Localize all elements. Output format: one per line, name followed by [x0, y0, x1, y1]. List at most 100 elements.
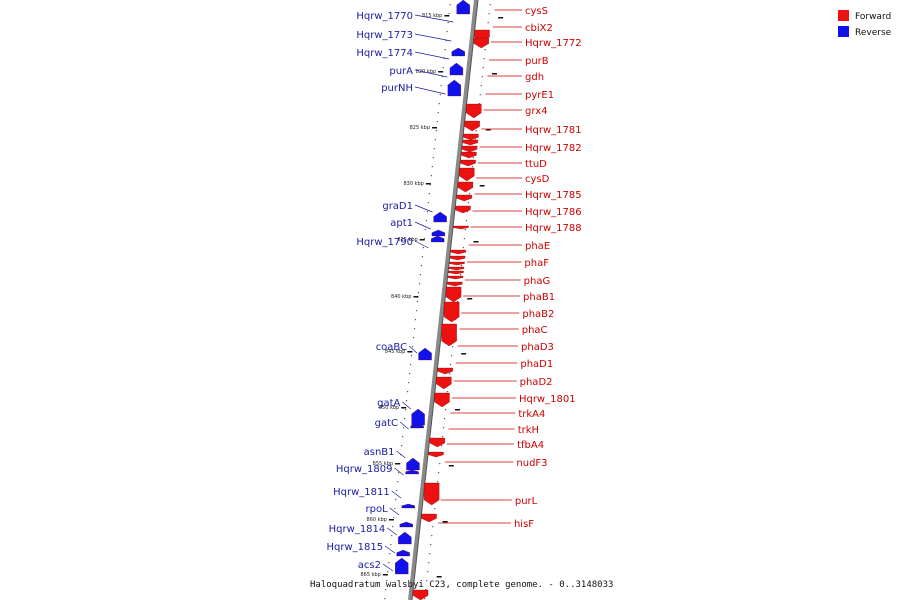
- gene-label-forward: phaG: [524, 276, 551, 287]
- gene-label-forward: Hqrw_1801: [519, 394, 576, 405]
- gene-glyph: [453, 225, 469, 230]
- gene-label-forward: grx4: [525, 106, 547, 117]
- gene-label-forward: hisF: [514, 519, 534, 530]
- gene-glyph: [429, 437, 445, 448]
- tick-label: 855 kbp: [373, 461, 393, 467]
- gene-label-forward: purL: [515, 496, 538, 507]
- gene-glyph: [461, 151, 477, 159]
- tick-label: 825 kbp: [410, 125, 430, 131]
- gene-glyph: [449, 255, 466, 261]
- gene-glyph: [473, 37, 489, 49]
- gene-label-forward: purB: [525, 56, 549, 67]
- gene-label-forward: phaE: [525, 241, 550, 252]
- genome-axis: [408, 0, 478, 600]
- gene-glyph: [424, 482, 440, 506]
- gene-glyph: [455, 205, 471, 214]
- gene-label-forward: phaD2: [520, 377, 553, 388]
- gene-label-reverse: coaBC: [376, 342, 407, 353]
- gene-label-forward: nudF3: [516, 458, 547, 469]
- gene-label-reverse: acs2: [358, 560, 381, 571]
- gene-label-reverse: rpoL: [366, 504, 389, 515]
- gene-glyph: [459, 167, 475, 182]
- gene-glyph: [447, 275, 464, 280]
- gene-glyph: [460, 159, 476, 167]
- gene-glyph: [450, 249, 466, 255]
- tick-label: 835 kbp: [397, 237, 417, 243]
- gene-label-reverse: Hqrw_1790: [356, 237, 413, 248]
- gene-label-forward: Hqrw_1786: [525, 207, 582, 218]
- gene-glyph: [456, 194, 472, 202]
- gene-glyph: [445, 286, 462, 303]
- gene-glyph: [398, 531, 412, 545]
- gene-label-forward: tfbA4: [517, 440, 544, 451]
- gene-label-forward: Hqrw_1781: [525, 125, 582, 136]
- genome-caption: Haloquadratum walsbyi C23, complete geno…: [310, 580, 613, 590]
- tick-label: 865 kbp: [360, 572, 380, 578]
- gene-glyph: [457, 181, 474, 193]
- gene-label-reverse: apt1: [390, 218, 413, 229]
- gene-label-reverse: asnB1: [364, 447, 395, 458]
- gene-glyph: [395, 557, 409, 575]
- legend-reverse-label: Reverse: [855, 28, 892, 38]
- reverse-genes: Hqrw_1770 Hqrw_1773 Hqrw_1774 purA purNH graD…: [327, 0, 470, 575]
- gene-label-reverse: Hqrw_1770: [356, 11, 413, 22]
- gene-glyph: [448, 266, 465, 271]
- genome-axis-shadow: [411, 0, 479, 600]
- gene-glyph: [436, 376, 452, 390]
- gene-label-forward: phaF: [524, 258, 549, 269]
- gene-glyph: [466, 103, 482, 119]
- gene-glyph: [449, 261, 465, 266]
- gene-glyph: [412, 589, 429, 600]
- gene-label-reverse: Hqrw_1774: [356, 48, 413, 59]
- gene-label-forward: pyrE1: [525, 90, 554, 101]
- gene-glyph: [396, 549, 410, 557]
- gene-label-forward: Hqrw_1782: [525, 143, 582, 154]
- gene-glyph: [431, 235, 445, 243]
- gene-label-reverse: Hqrw_1811: [333, 487, 390, 498]
- gene-label-forward: Hqrw_1788: [525, 223, 582, 234]
- gene-glyph: [410, 423, 424, 429]
- gene-label-forward: ttuD: [525, 159, 547, 170]
- gene-glyph: [441, 323, 457, 347]
- gene-glyph: [405, 469, 419, 475]
- gene-label-forward: cysS: [525, 6, 548, 17]
- gene-glyph: [447, 79, 461, 97]
- tick-label: 850 kbp: [379, 405, 399, 411]
- legend-forward-label: Forward: [855, 12, 891, 22]
- gene-label-forward: cbiX2: [525, 23, 553, 34]
- forward-genes: cysS cbiX2 Hqrw_1772 purB gdh pyrE1 grx4 Hqrw_1…: [412, 6, 582, 600]
- gene-label-reverse: gatC: [375, 418, 398, 429]
- gene-glyph: [406, 457, 420, 471]
- gene-glyph: [456, 0, 470, 15]
- gene-glyph: [428, 451, 444, 458]
- tick-label: 860 kbp: [367, 517, 387, 523]
- gene-label-forward: phaD1: [520, 359, 553, 370]
- gene-glyph: [463, 133, 479, 141]
- gene-label-forward: gdh: [525, 72, 544, 83]
- tick-label: 845 kbp: [385, 349, 405, 355]
- gene-label-reverse: purNH: [381, 83, 413, 94]
- gene-glyph: [437, 367, 453, 375]
- gene-glyph: [418, 347, 432, 361]
- gene-glyph: [434, 392, 450, 408]
- tick-label: 830 kbp: [403, 181, 423, 187]
- gene-glyph: [433, 211, 447, 223]
- gene-glyph: [449, 62, 464, 76]
- gene-label-forward: phaB2: [522, 309, 554, 320]
- gene-label-forward: Hqrw_1785: [525, 190, 582, 201]
- gene-label-forward: trkA4: [518, 409, 545, 420]
- gene-glyph: [421, 513, 437, 523]
- tick-label: 840 kbp: [391, 294, 411, 300]
- gene-label-reverse: gatA: [377, 398, 400, 409]
- gene-label-forward: phaB1: [523, 292, 555, 303]
- gene-label-forward: cysD: [525, 174, 550, 185]
- gene-label-forward: Hqrw_1772: [525, 38, 582, 49]
- gene-label-forward: phaD3: [521, 342, 554, 353]
- gene-glyph: [447, 281, 463, 287]
- gene-label-reverse: graD1: [382, 201, 413, 212]
- gene-glyph: [411, 408, 425, 426]
- tick-label: 815 kbp: [422, 13, 442, 19]
- tick-label: 820 kbp: [416, 69, 436, 75]
- gene-glyph: [461, 145, 478, 153]
